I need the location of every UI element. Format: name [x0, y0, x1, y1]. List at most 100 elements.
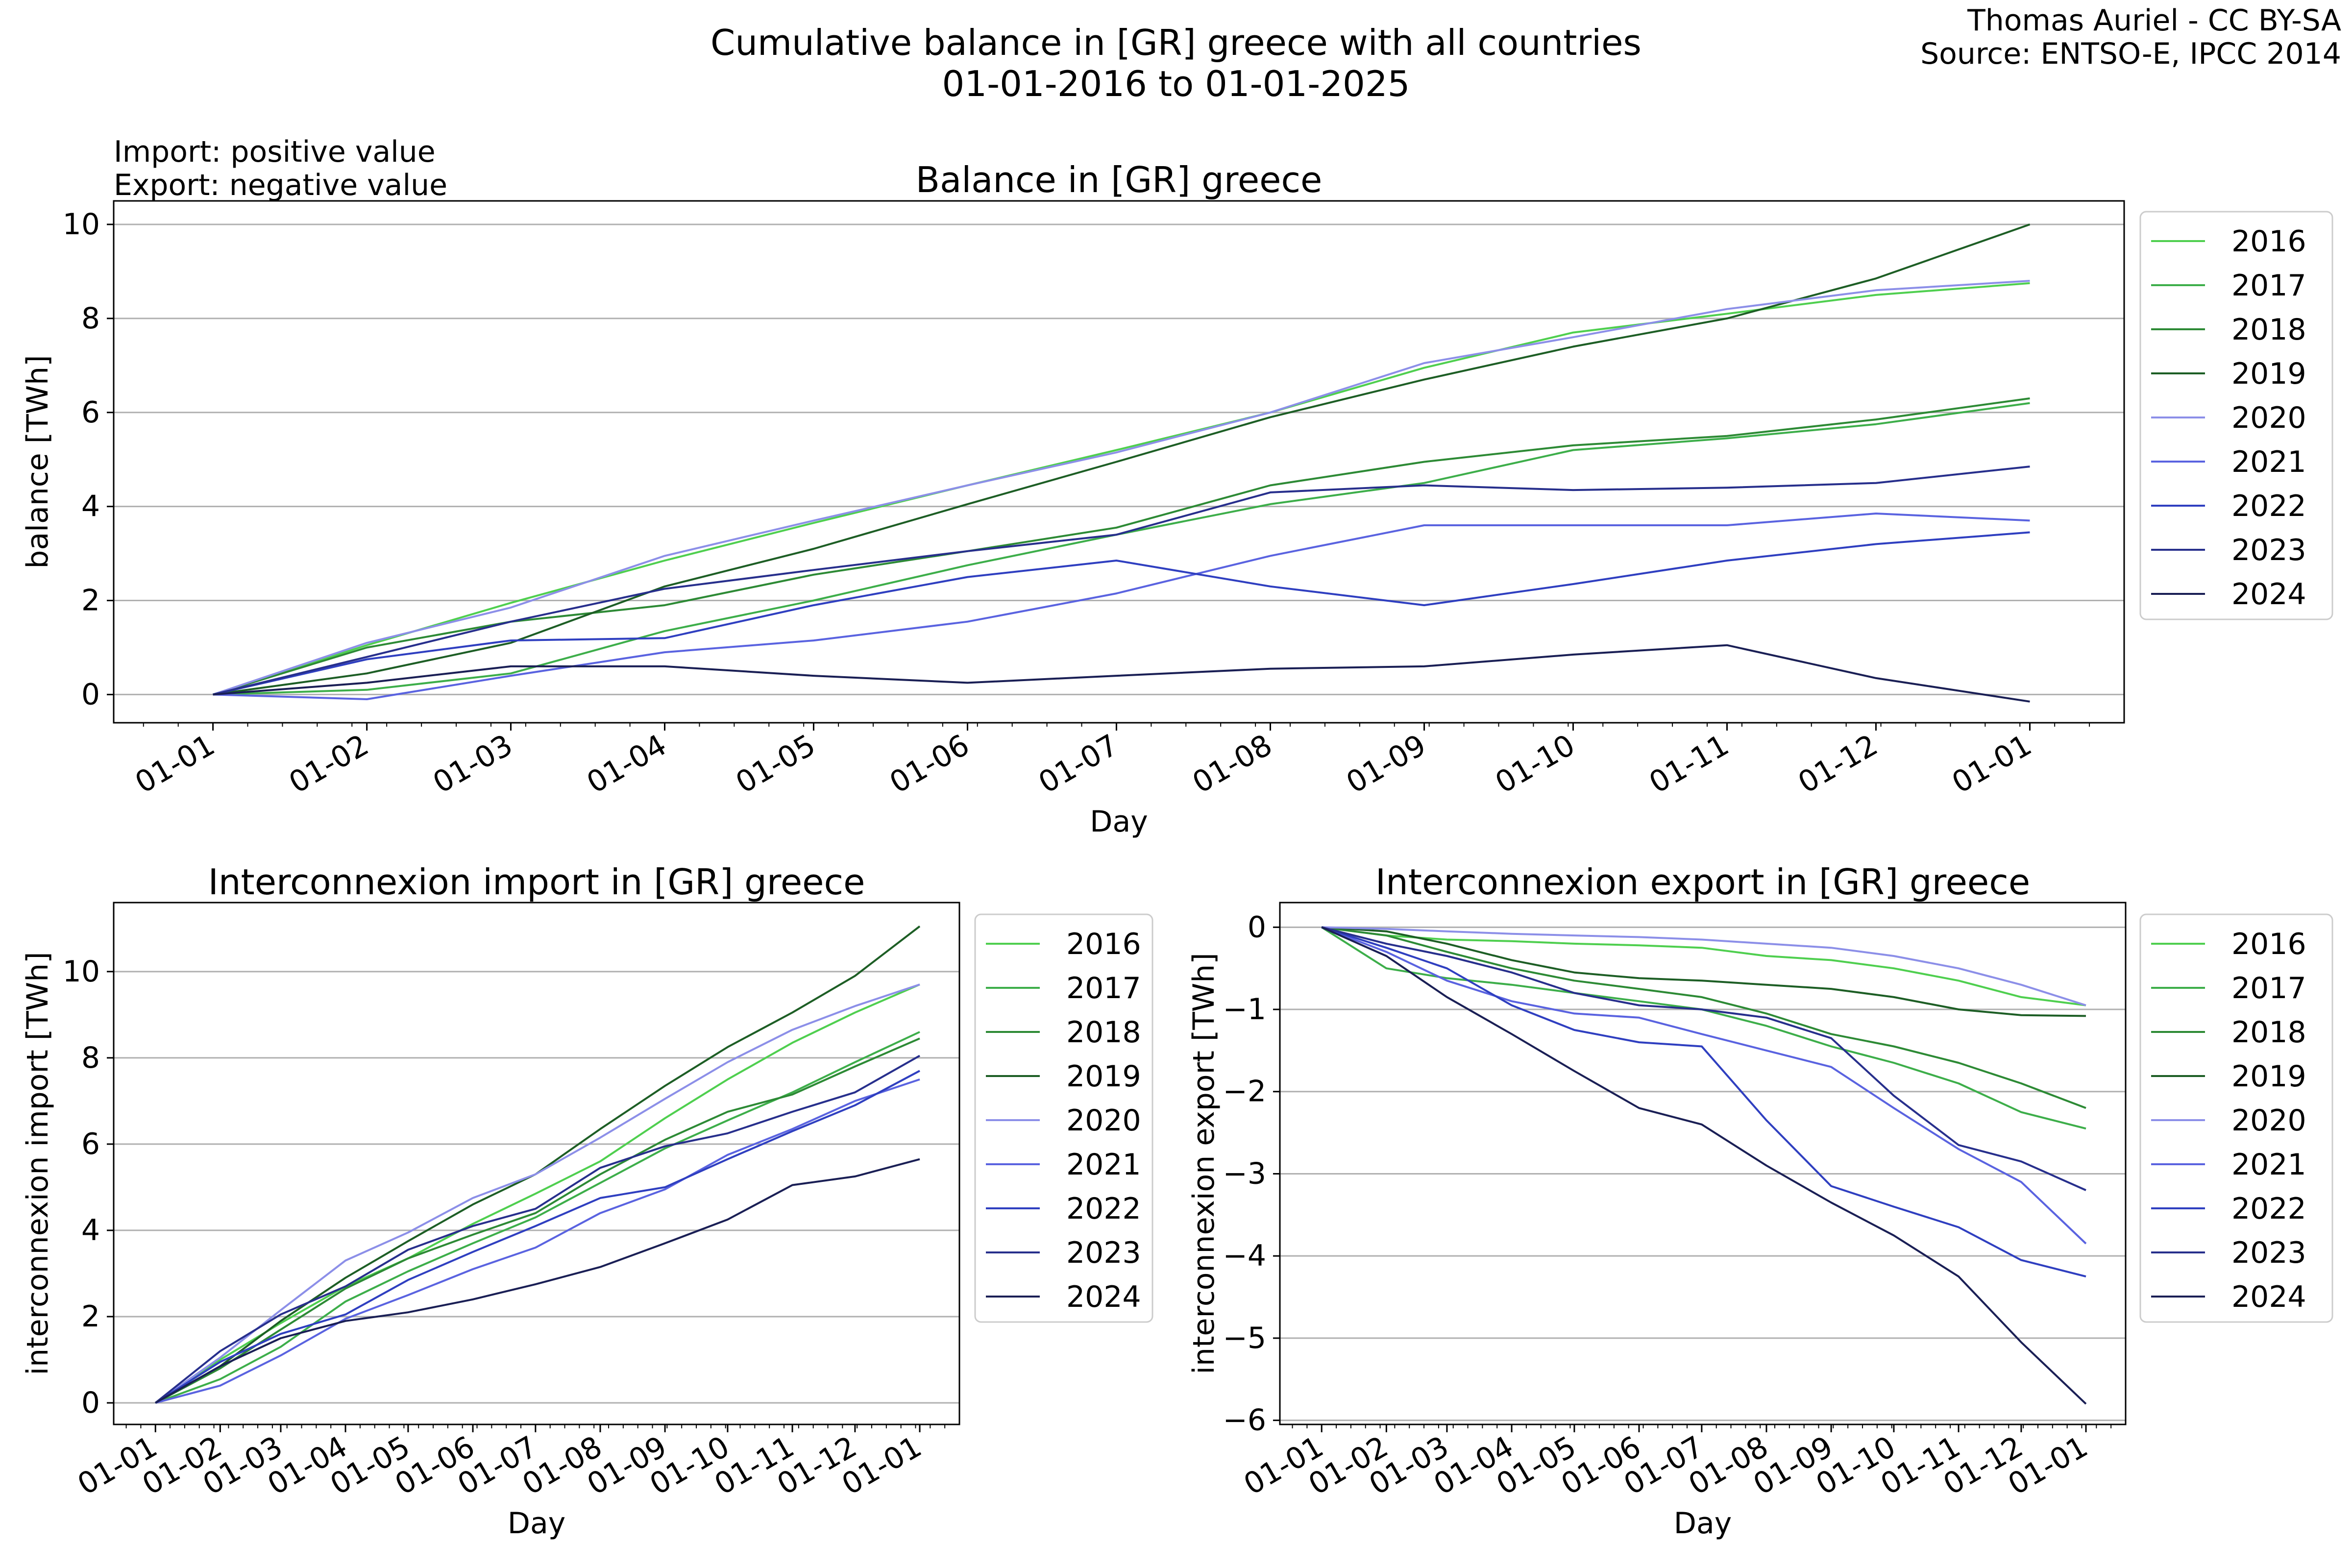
import-legend-label-2022: 2022 [1066, 1192, 1141, 1226]
balance-series-line-2024 [213, 644, 2030, 703]
balance-xtick-label: 01-04 [581, 728, 672, 800]
import-plot-frame [113, 902, 960, 1425]
balance-xtick-label: 01-01 [129, 728, 220, 800]
charts-group: 0 2 4 6 8 10 01-01 01-02 01-03 01-04 01-05 01-06 01-… [21, 159, 2333, 1541]
export-legend-label-2024: 2024 [2231, 1280, 2306, 1314]
export-legend: 2016 2017 2018 2019 2020 2021 2022 2023 2024 [2139, 913, 2333, 1323]
balance-ytick-label: 8 [81, 301, 100, 336]
balance-legend-label-2022: 2022 [2231, 489, 2306, 523]
import-series-line-2019 [155, 925, 921, 1404]
export-legend-box [2139, 913, 2333, 1323]
import-ytick-label: 10 [63, 955, 100, 989]
note-export: Export: negative value [114, 168, 447, 202]
import-legend-label-2017: 2017 [1066, 971, 1141, 1005]
balance-legend-label-2023: 2023 [2231, 533, 2306, 567]
import-series-line-2021 [155, 1078, 920, 1404]
import-legend-label-2024: 2024 [1066, 1280, 1141, 1314]
balance-chart: 0 2 4 6 8 10 01-01 01-02 01-03 01-04 01-05 01-06 01-… [21, 159, 2333, 839]
export-ytick-label: −1 [1223, 992, 1266, 1027]
balance-legend: 2016 2017 2018 2019 2020 2021 2022 2023 2024 [2139, 211, 2333, 620]
export-chart-title: Interconnexion export in [GR] greece [1375, 861, 2030, 903]
export-legend-label-2018: 2018 [2231, 1015, 2306, 1050]
export-ytick-label: −4 [1223, 1239, 1266, 1273]
export-series-line-2021 [1321, 926, 2087, 1245]
import-legend-label-2018: 2018 [1066, 1015, 1141, 1050]
balance-ytick-label: 2 [81, 584, 100, 618]
import-legend: 2016 2017 2018 2019 2020 2021 2022 2023 2024 [974, 913, 1153, 1323]
import-series-line-2018 [155, 1037, 920, 1404]
balance-ytick-label: 4 [81, 490, 100, 524]
export-series-line-2023 [1321, 926, 2086, 1191]
balance-series-line-2017 [213, 402, 2030, 696]
import-ytick-label: 2 [81, 1299, 100, 1334]
balance-series-line-2016 [212, 282, 2030, 696]
export-x-axis-label: Day [1674, 1506, 1732, 1541]
balance-xtick-label: 01-12 [1792, 728, 1884, 800]
import-x-axis-label: Day [508, 1506, 565, 1541]
import-chart: 024681001-0101-0201-0301-0401-0501-0601-… [21, 861, 1153, 1541]
credit-line1: Thomas Auriel - CC BY-SA [1967, 3, 2341, 38]
balance-series-line-2021 [213, 513, 2030, 700]
balance-xtick-label: 01-08 [1187, 728, 1278, 800]
balance-plot-frame [113, 200, 2125, 724]
note-import: Import: positive value [114, 135, 436, 169]
export-ytick-label: −5 [1223, 1321, 1266, 1355]
import-series-line-2017 [155, 1031, 920, 1404]
import-chart-title: Interconnexion import in [GR] greece [208, 861, 865, 903]
balance-xtick-label: 01-05 [730, 728, 821, 800]
export-legend-label-2020: 2020 [2231, 1103, 2306, 1138]
balance-xtick-label: 01-09 [1341, 728, 1432, 800]
export-ytick-label: −2 [1223, 1075, 1266, 1109]
import-series-line-2020 [155, 983, 920, 1404]
export-series-line-2020 [1322, 926, 2086, 1006]
import-legend-label-2021: 2021 [1066, 1148, 1141, 1182]
balance-legend-label-2024: 2024 [2231, 577, 2306, 612]
balance-ytick-label: 6 [81, 395, 100, 430]
import-y-axis-label: interconnexion import [TWh] [21, 952, 55, 1375]
balance-series-line-2019 [213, 223, 2031, 696]
balance-xtick-label: 01-06 [884, 728, 975, 800]
export-legend-label-2019: 2019 [2231, 1059, 2306, 1094]
balance-series-line-2020 [212, 280, 2030, 696]
import-series-line-2024 [155, 1158, 920, 1404]
balance-legend-label-2020: 2020 [2231, 401, 2306, 435]
balance-ytick-label: 10 [63, 207, 100, 242]
export-series-line-2024 [1321, 926, 2087, 1405]
balance-xtick-label: 01-01 [1946, 728, 2037, 800]
export-ytick-label: 0 [1248, 910, 1266, 944]
import-legend-label-2023: 2023 [1066, 1236, 1141, 1270]
balance-legend-label-2018: 2018 [2231, 313, 2306, 347]
balance-ytick-label: 0 [81, 677, 100, 711]
balance-legend-label-2019: 2019 [2231, 357, 2306, 391]
export-y-axis-label: interconnexion export [TWh] [1187, 953, 1221, 1374]
import-series-line-2016 [155, 983, 920, 1404]
export-plot-frame [1279, 902, 2127, 1425]
balance-legend-label-2017: 2017 [2231, 269, 2306, 303]
import-series-line-2022 [155, 1070, 920, 1404]
export-legend-label-2021: 2021 [2231, 1148, 2306, 1182]
balance-y-axis-label: balance [TWh] [21, 355, 55, 568]
export-legend-label-2016: 2016 [2231, 927, 2306, 961]
export-series-line-2022 [1321, 926, 2086, 1278]
export-series-line-2016 [1321, 926, 2086, 1006]
balance-xtick-label: 01-02 [283, 728, 374, 800]
import-legend-label-2020: 2020 [1066, 1103, 1141, 1138]
export-chart: 0−1−2−3−4−5−601-0101-0201-0301-0401-0501… [1187, 861, 2333, 1541]
export-legend-label-2023: 2023 [2231, 1236, 2306, 1270]
balance-legend-box [2139, 211, 2333, 620]
balance-series-line-2023 [213, 466, 2030, 696]
balance-legend-label-2021: 2021 [2231, 445, 2306, 479]
export-series-line-2018 [1321, 926, 2086, 1109]
balance-xtick-label: 01-11 [1643, 728, 1735, 800]
balance-xtick-label: 01-03 [427, 728, 518, 800]
credit-line2: Source: ENTSO-E, IPCC 2014 [1920, 37, 2341, 71]
import-ytick-label: 0 [81, 1386, 100, 1420]
import-legend-box [974, 913, 1153, 1323]
export-legend-label-2017: 2017 [2231, 971, 2306, 1005]
import-series-line-2023 [154, 1054, 920, 1404]
balance-x-axis-label: Day [1090, 805, 1148, 839]
import-legend-label-2016: 2016 [1066, 927, 1141, 961]
import-ytick-label: 8 [81, 1041, 100, 1075]
export-series-line-2017 [1321, 926, 2086, 1130]
